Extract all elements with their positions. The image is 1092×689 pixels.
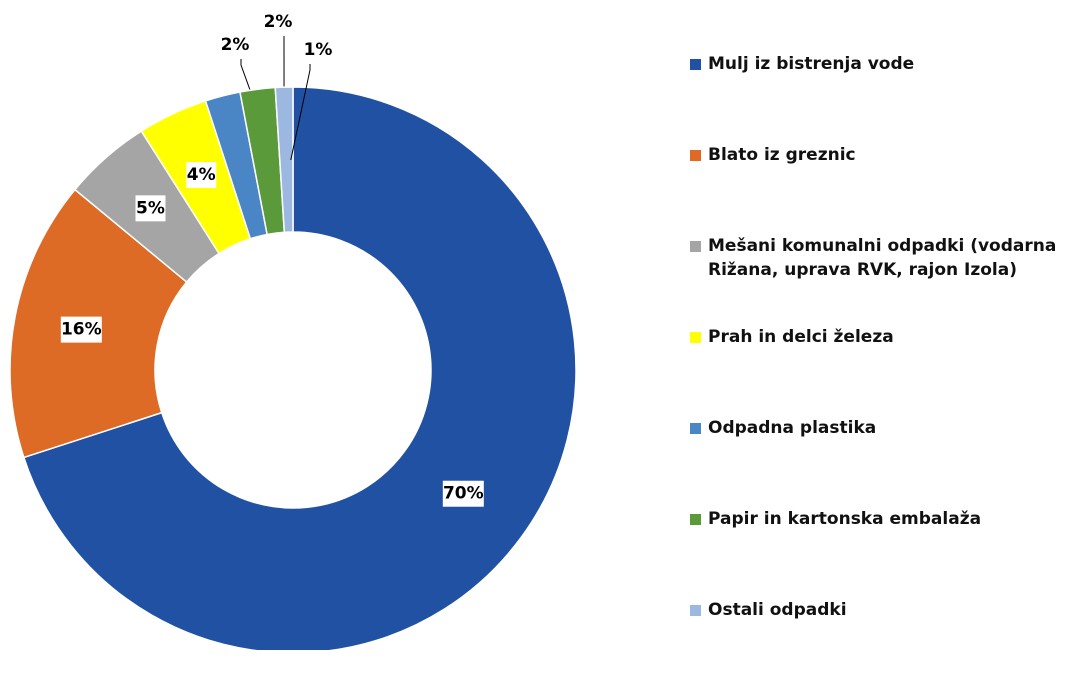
data-label: 16% — [61, 320, 102, 340]
data-label: 4% — [187, 165, 216, 185]
legend-label: Mulj iz bistrenja vode — [708, 52, 914, 76]
legend-item: Ostali odpadki — [690, 598, 1080, 689]
legend-swatch — [690, 59, 701, 70]
legend-label: Odpadna plastika — [708, 416, 876, 440]
legend-item: Mešani komunalni odpadki (vodarna Rižana… — [690, 234, 1080, 325]
data-label: 70% — [443, 484, 484, 504]
data-label: 5% — [136, 198, 165, 218]
legend-swatch — [690, 150, 701, 161]
legend-item: Blato iz greznic — [690, 143, 1080, 234]
legend-item: Odpadna plastika — [690, 416, 1080, 507]
legend-label: Ostali odpadki — [708, 598, 847, 622]
legend: Mulj iz bistrenja vode Blato iz greznic Me… — [690, 52, 1080, 689]
legend-item: Papir in kartonska embalaža — [690, 507, 1080, 598]
legend-label: Prah in delci železa — [708, 325, 894, 349]
page: {"chart_data": {"type": "donut", "catego… — [0, 0, 1092, 650]
legend-swatch — [690, 605, 701, 616]
legend-item: Mulj iz bistrenja vode — [690, 52, 1080, 143]
legend-swatch — [690, 423, 701, 434]
data-label: 1% — [304, 40, 333, 60]
legend-swatch — [690, 514, 701, 525]
data-label: 2% — [264, 12, 293, 32]
legend-swatch — [690, 241, 701, 252]
legend-label: Mešani komunalni odpadki (vodarna Rižana… — [708, 234, 1080, 282]
legend-label: Blato iz greznic — [708, 143, 856, 167]
legend-swatch — [690, 332, 701, 343]
legend-item: Prah in delci železa — [690, 325, 1080, 416]
data-label: 2% — [221, 35, 250, 55]
legend-label: Papir in kartonska embalaža — [708, 507, 981, 531]
